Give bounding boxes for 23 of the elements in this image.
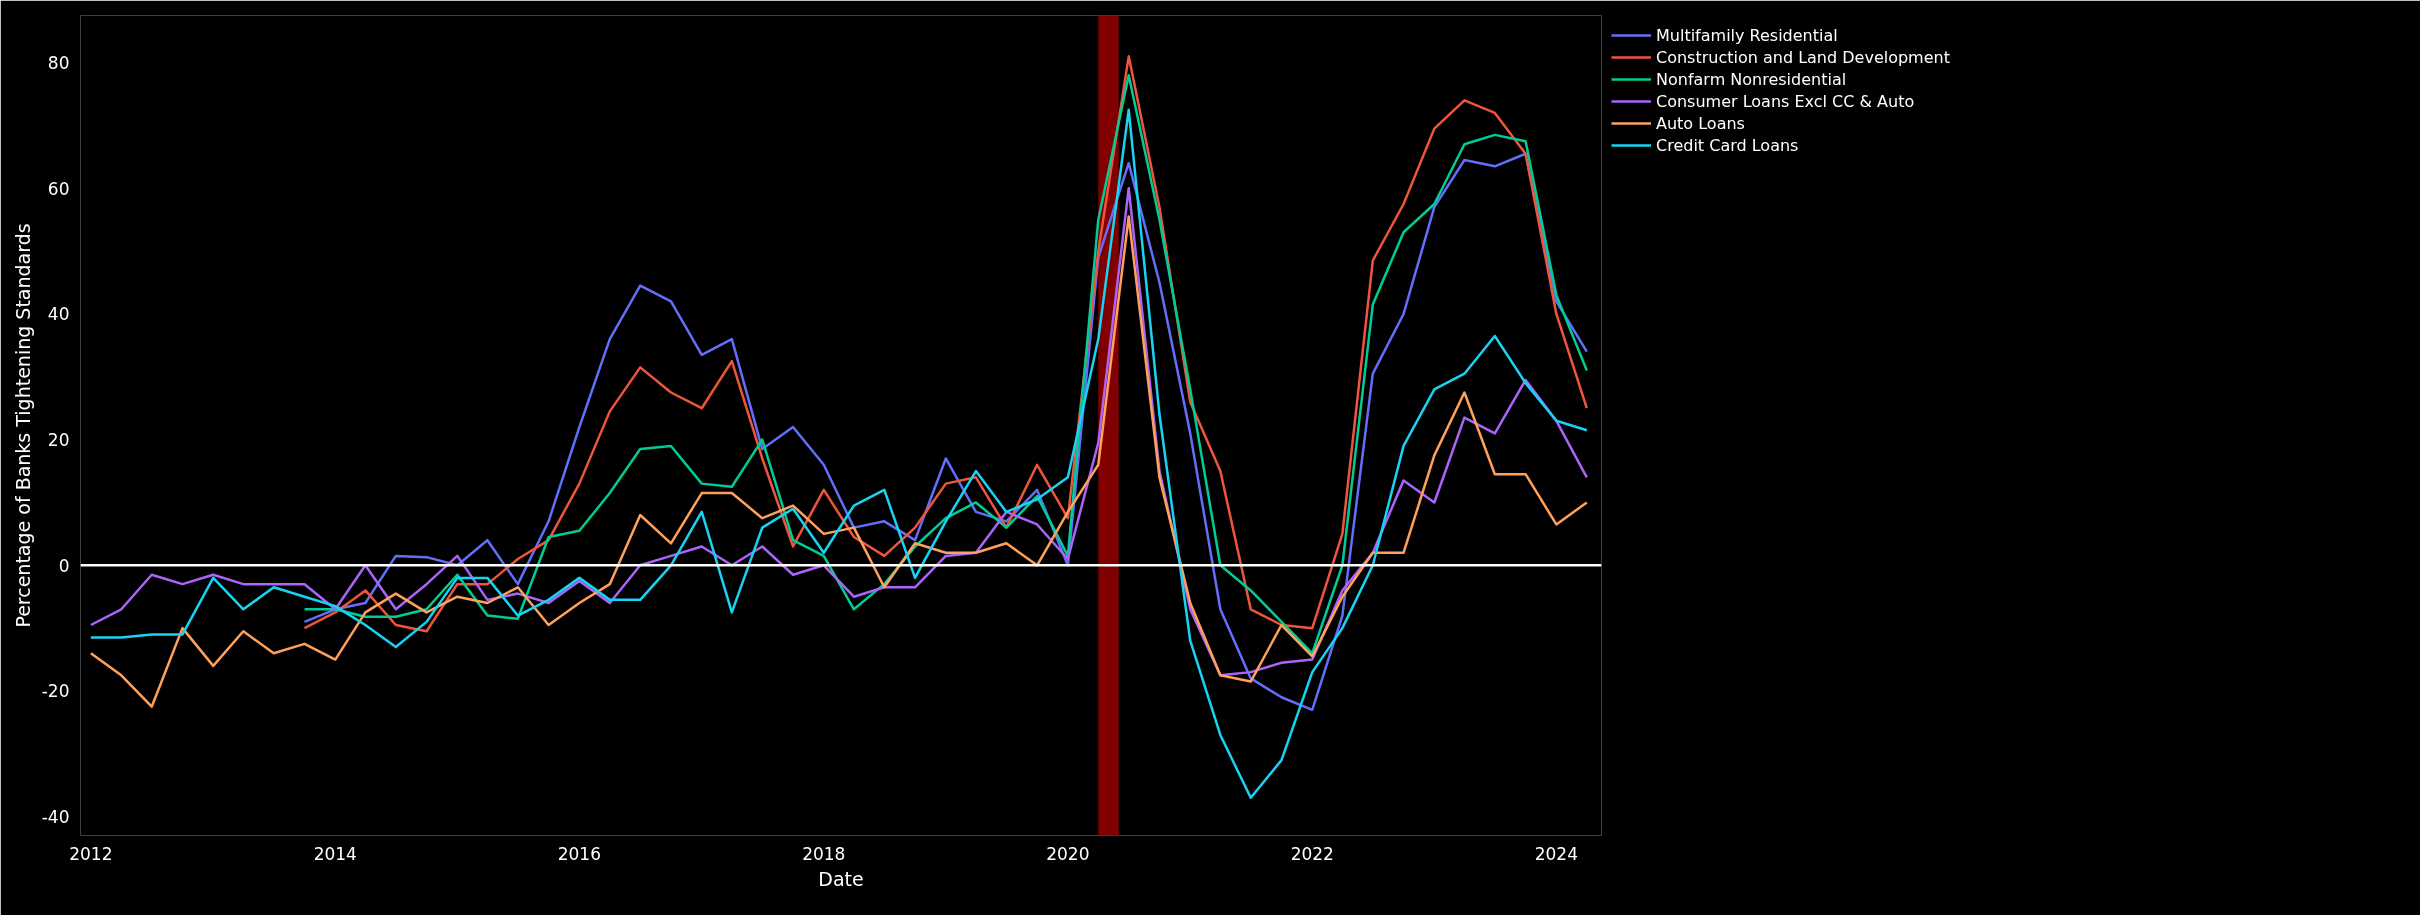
y-tick-label: 80 [47, 53, 70, 74]
x-tick-label: 2022 [1290, 843, 1334, 864]
line-series [89, 108, 1589, 800]
y-tick-label: 60 [47, 178, 70, 199]
legend-label: Credit Card Loans [1656, 135, 1799, 155]
x-tick-label: 2016 [557, 843, 601, 864]
legend-label: Construction and Land Development [1656, 47, 1950, 67]
legend-label: Multifamily Residential [1656, 25, 1838, 45]
y-tick-label: 0 [58, 555, 70, 576]
legend-label: Nonfarm Nonresidential [1656, 69, 1847, 89]
legend-label: Auto Loans [1656, 113, 1745, 133]
y-tick-label: 20 [47, 430, 70, 451]
x-tick-label: 2018 [802, 843, 846, 864]
x-tick-label: 2014 [313, 843, 357, 864]
x-tick-label: 2024 [1534, 843, 1578, 864]
x-tick-label: 2020 [1046, 843, 1090, 864]
y-axis-title: Percentage of Banks Tightening Standards [11, 223, 34, 628]
y-tick-label: 40 [47, 304, 70, 325]
x-tick-label: 2012 [69, 843, 113, 864]
y-tick-label: -40 [41, 807, 70, 828]
x-axis-title: Date [818, 867, 864, 890]
y-tick-label: -20 [41, 681, 70, 702]
legend-label: Consumer Loans Excl CC & Auto [1656, 91, 1915, 111]
